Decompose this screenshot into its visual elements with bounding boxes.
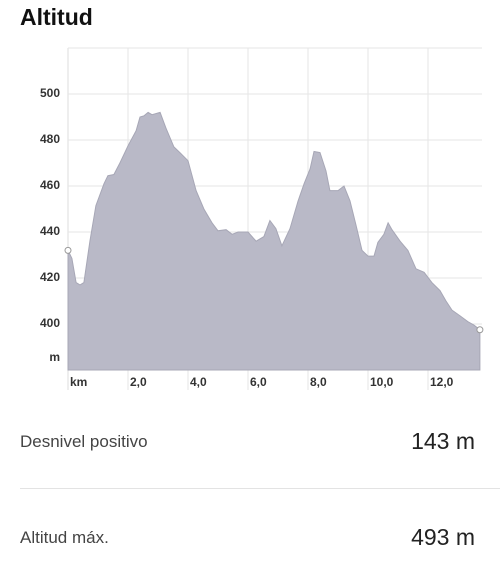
x-tick-label: 6,0 xyxy=(250,375,267,389)
y-tick-label: 420 xyxy=(40,270,60,284)
divider xyxy=(20,488,500,489)
stat-value: 143 m xyxy=(411,428,475,454)
y-tick-label: 480 xyxy=(40,132,60,146)
endpoint xyxy=(64,246,72,254)
y-unit: m xyxy=(49,350,60,364)
stat-value: 493 m xyxy=(411,524,475,550)
chart: km m 400 420 440 460 480 500 2,0 4,0 6,0 8,0 10,0 1… xyxy=(40,47,484,390)
x-tick-label: 12,0 xyxy=(430,375,454,389)
x-tick-label: 4,0 xyxy=(190,375,207,389)
title: Altitud xyxy=(20,4,93,30)
stat-label: Desnivel positivo xyxy=(20,431,148,451)
stat-row: Altitud máx. 493 m xyxy=(20,524,475,551)
y-tick-label: 400 xyxy=(40,316,60,330)
stat-row: Desnivel positivo 143 m xyxy=(20,428,475,455)
y-tick-label: 460 xyxy=(40,178,60,192)
x-tick-label: 8,0 xyxy=(310,375,327,389)
x-tick-label: 10,0 xyxy=(370,375,394,389)
x-tick-label: 2,0 xyxy=(130,375,147,389)
stat-label: Altitud máx. xyxy=(20,527,109,547)
endpoint xyxy=(476,326,484,334)
x-unit: km xyxy=(70,375,87,389)
y-tick-label: 440 xyxy=(40,224,60,238)
y-tick-label: 500 xyxy=(40,86,60,100)
area xyxy=(67,111,481,371)
